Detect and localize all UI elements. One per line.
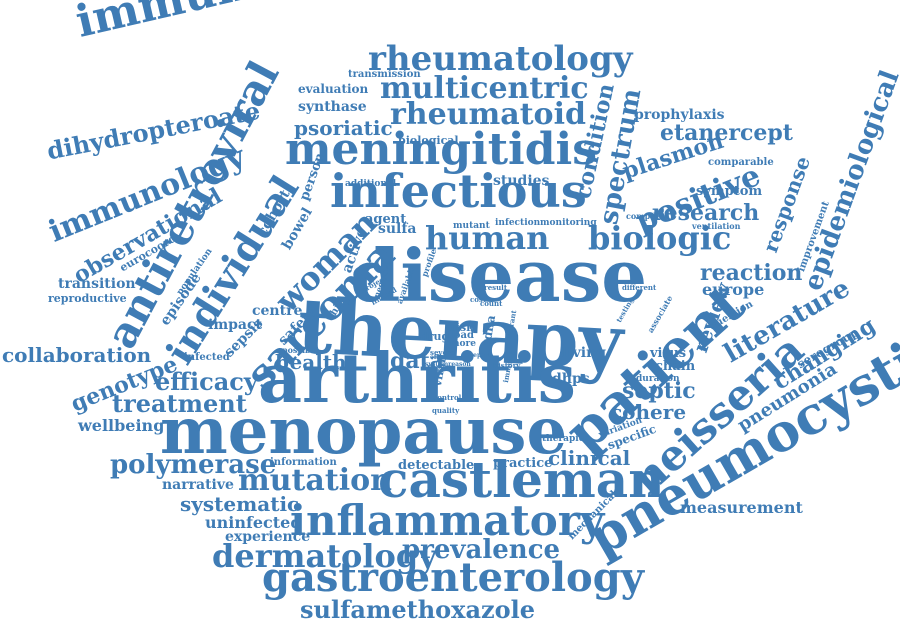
word-menopause: menopause <box>160 394 568 469</box>
word-symptom: symptom <box>696 184 763 199</box>
word-mutation: mutation <box>238 463 392 498</box>
word-cost: cost <box>470 295 487 304</box>
word-result: result <box>484 283 508 292</box>
word-treatment: treatment <box>112 389 247 418</box>
word-rheumatoid: rheumatoid <box>390 97 586 132</box>
word-transmission: transmission <box>348 69 421 80</box>
word-impact: impact <box>208 317 262 333</box>
word-prophylaxis: prophylaxis <box>634 107 725 123</box>
word-therapies: therapies <box>542 434 590 444</box>
word-effect: effect <box>430 354 449 361</box>
word-inflammatory: inflammatory <box>290 496 605 545</box>
word-data: data <box>390 348 445 374</box>
word-prevalence: prevalence <box>402 535 561 565</box>
word-epidemiological: epidemiological <box>798 66 900 295</box>
word-castleman: castleman <box>378 450 665 509</box>
word-compile: compile <box>626 211 662 221</box>
word-infection: infection <box>495 218 541 228</box>
word-multicentric: multicentric <box>380 71 589 106</box>
word-reproductive: reproductive <box>48 292 127 305</box>
word-narrative: narrative <box>162 477 234 493</box>
word-dhps: dhps <box>552 371 590 387</box>
word-dermatology: dermatology <box>212 537 437 575</box>
word-studies: studies <box>493 173 550 189</box>
word-experience: experience <box>225 529 311 545</box>
word-duration: duration <box>636 374 680 384</box>
word-load: load <box>450 330 474 341</box>
word-uninfected: uninfected <box>205 513 302 532</box>
word-drug: drug <box>420 330 450 343</box>
word-infectious: infectious <box>330 164 587 218</box>
word-arthritis: arthritis <box>258 339 576 419</box>
word-information: information <box>270 457 337 468</box>
word-virus: virus <box>650 346 687 361</box>
word-cohere: cohere <box>610 400 687 424</box>
word-health: health <box>275 350 347 374</box>
word-detectable: detectable <box>398 458 475 473</box>
word-monitoring: monitoring <box>540 218 597 228</box>
word-agent: agent <box>365 212 407 227</box>
word-disease: disease <box>350 233 648 318</box>
word-measurement: measurement <box>680 498 803 517</box>
word-additional: additional <box>345 179 397 189</box>
word-synthase: synthase <box>298 99 367 115</box>
word-psoriatic: psoriatic <box>294 116 393 140</box>
word-quality: quality <box>432 406 460 415</box>
word-response: response <box>758 152 816 256</box>
word-different: different <box>622 283 657 292</box>
word-systemreason: systemreason <box>425 361 471 368</box>
word-history: history <box>493 361 521 370</box>
word-mutant: mutant <box>453 221 490 231</box>
word-biological: biological <box>398 134 459 147</box>
word-efficacy: efficacy <box>155 367 258 396</box>
word-wellbeing: wellbeing <box>78 416 165 435</box>
word-clinical: clinical <box>548 446 631 470</box>
word-severe: severe <box>430 348 456 357</box>
word-ventilation: ventilation <box>692 221 741 231</box>
word-septic: septic <box>622 378 696 404</box>
word-gastroenterology: gastroenterology <box>262 554 644 601</box>
word-transition: transition <box>58 276 136 292</box>
word-control: control <box>433 393 462 402</box>
word-more: more <box>450 339 476 349</box>
word-europe: europe <box>702 280 765 299</box>
word-research: research <box>652 200 760 226</box>
word-report: report <box>470 352 492 359</box>
word-collaboration: collaboration <box>2 343 152 367</box>
word-systematic: systematic <box>180 492 300 516</box>
word-count: count <box>480 299 503 308</box>
word-biologic: biologic <box>588 219 732 257</box>
word-infected: infected <box>184 352 230 363</box>
word-practice: practice <box>493 456 553 471</box>
word-comparable: comparable <box>708 157 774 168</box>
word-etanercept: etanercept <box>660 120 793 146</box>
word-chain: chain <box>655 359 696 374</box>
word-centre: centre <box>252 303 303 319</box>
word-evaluation: evaluation <box>298 82 369 96</box>
word-rheumatology: rheumatology <box>368 39 633 79</box>
word-meningitidis: meningitidis <box>285 124 598 175</box>
word-sulfa: sulfa <box>378 221 417 237</box>
word-polymerase: polymerase <box>110 450 277 480</box>
word-sulfamethoxazole: sulfamethoxazole <box>300 595 536 621</box>
word-human: human <box>425 219 550 257</box>
word-living: living <box>562 345 607 361</box>
word-reaction: reaction <box>700 260 803 286</box>
word-possible: possible <box>282 345 319 355</box>
word-risk: risk <box>450 321 474 334</box>
